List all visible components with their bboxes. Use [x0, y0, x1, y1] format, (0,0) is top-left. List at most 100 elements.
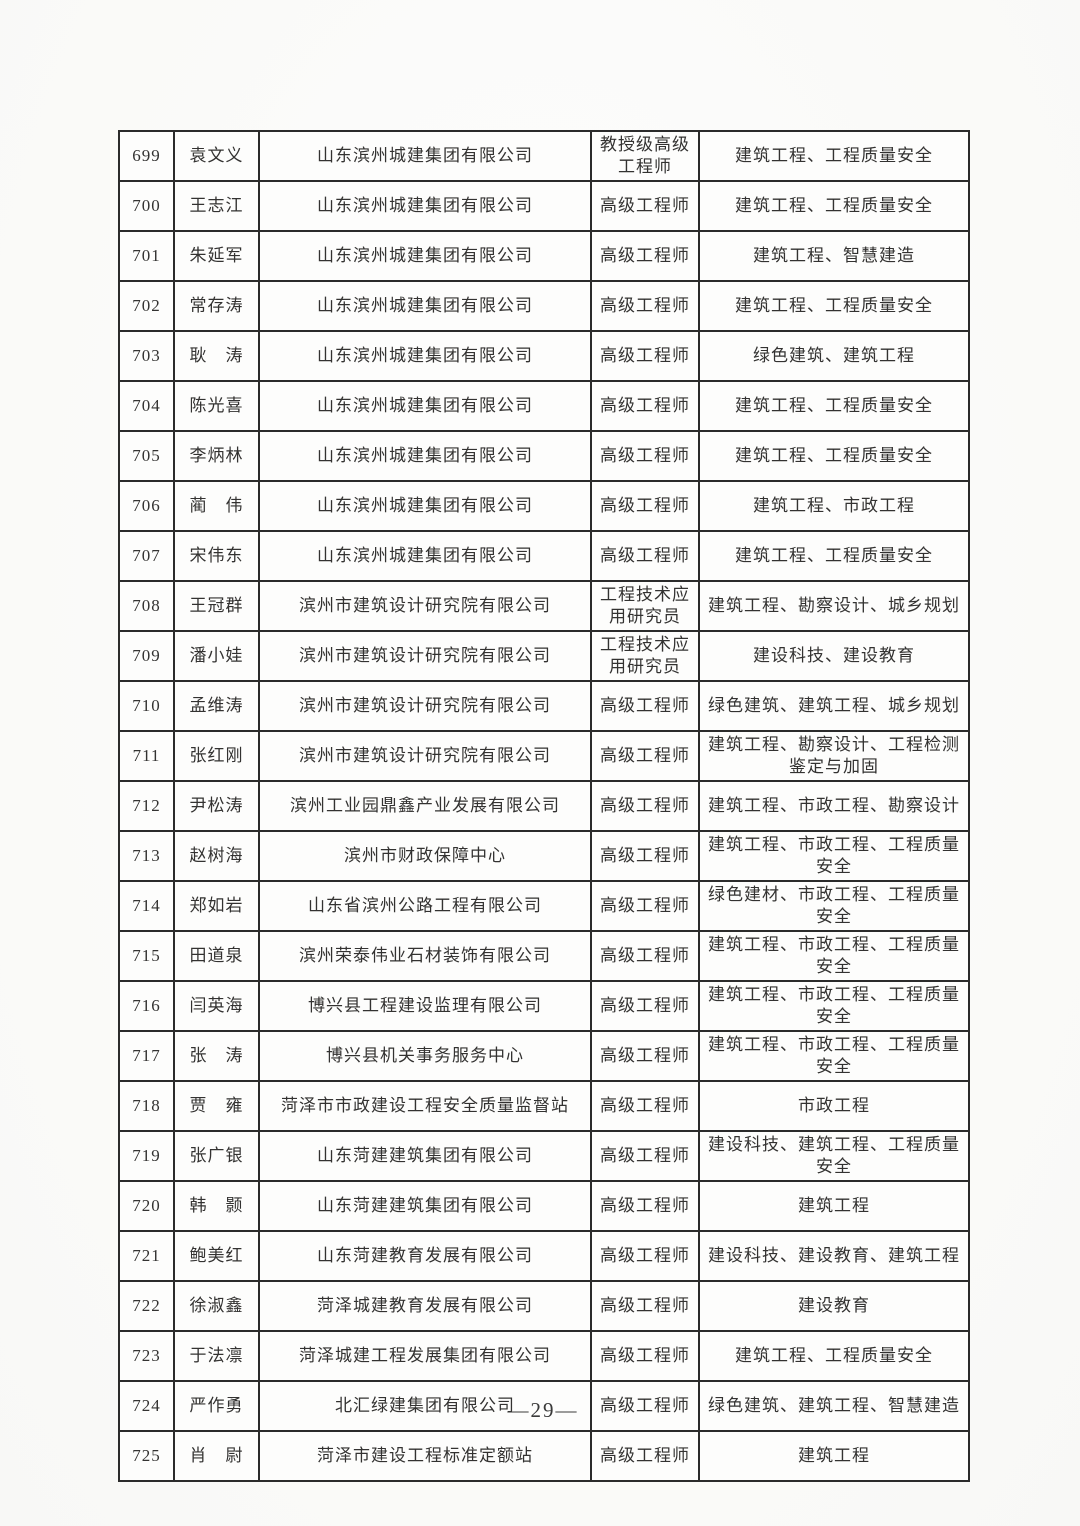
specialty-cell: 建筑工程、市政工程、工程质量安全 [698, 980, 970, 1032]
row-number-cell: 708 [118, 580, 175, 632]
title-cell: 教授级高级工程师 [590, 130, 700, 182]
row-number-cell: 706 [118, 480, 175, 532]
name-cell: 陈光喜 [173, 380, 260, 432]
table-row: 723 于法凛 菏泽城建工程发展集团有限公司 高级工程师 建筑工程、工程质量安全 [118, 1330, 970, 1382]
specialty-cell: 建筑工程、工程质量安全 [698, 180, 970, 232]
specialty-cell: 建筑工程、工程质量安全 [698, 430, 970, 482]
name-cell: 常存涛 [173, 280, 260, 332]
name-cell: 李炳林 [173, 430, 260, 482]
title-cell: 高级工程师 [590, 1080, 700, 1132]
company-cell: 菏泽市市政建设工程安全质量监督站 [258, 1080, 592, 1132]
table-row: 706 蔺 伟 山东滨州城建集团有限公司 高级工程师 建筑工程、市政工程 [118, 480, 970, 532]
row-number-cell: 709 [118, 630, 175, 682]
company-cell: 山东滨州城建集团有限公司 [258, 480, 592, 532]
personnel-table-body: 699 袁文义 山东滨州城建集团有限公司 教授级高级工程师 建筑工程、工程质量安… [118, 130, 970, 1482]
name-cell: 朱延军 [173, 230, 260, 282]
table-row: 712 尹松涛 滨州工业园鼎鑫产业发展有限公司 高级工程师 建筑工程、市政工程、… [118, 780, 970, 832]
company-cell: 滨州市财政保障中心 [258, 830, 592, 882]
title-cell: 高级工程师 [590, 280, 700, 332]
company-cell: 山东滨州城建集团有限公司 [258, 130, 592, 182]
title-cell: 高级工程师 [590, 430, 700, 482]
company-cell: 滨州工业园鼎鑫产业发展有限公司 [258, 780, 592, 832]
company-cell: 山东滨州城建集团有限公司 [258, 180, 592, 232]
title-cell: 高级工程师 [590, 830, 700, 882]
name-cell: 蔺 伟 [173, 480, 260, 532]
personnel-table: 699 袁文义 山东滨州城建集团有限公司 教授级高级工程师 建筑工程、工程质量安… [118, 130, 970, 1482]
company-cell: 山东滨州城建集团有限公司 [258, 230, 592, 282]
specialty-cell: 建筑工程、市政工程、勘察设计 [698, 780, 970, 832]
name-cell: 孟维涛 [173, 680, 260, 732]
row-number-cell: 715 [118, 930, 175, 982]
row-number-cell: 725 [118, 1430, 175, 1482]
row-number-cell: 701 [118, 230, 175, 282]
row-number-cell: 716 [118, 980, 175, 1032]
table-row: 713 赵树海 滨州市财政保障中心 高级工程师 建筑工程、市政工程、工程质量安全 [118, 830, 970, 882]
specialty-cell: 建筑工程、工程质量安全 [698, 380, 970, 432]
table-row: 700 王志江 山东滨州城建集团有限公司 高级工程师 建筑工程、工程质量安全 [118, 180, 970, 232]
row-number-cell: 723 [118, 1330, 175, 1382]
specialty-cell: 建设教育 [698, 1280, 970, 1332]
title-cell: 高级工程师 [590, 1330, 700, 1382]
table-row: 720 韩 颢 山东菏建建筑集团有限公司 高级工程师 建筑工程 [118, 1180, 970, 1232]
title-cell: 高级工程师 [590, 1230, 700, 1282]
title-cell: 高级工程师 [590, 1130, 700, 1182]
specialty-cell: 建筑工程、市政工程、工程质量安全 [698, 1030, 970, 1082]
company-cell: 山东菏建教育发展有限公司 [258, 1230, 592, 1282]
row-number-cell: 713 [118, 830, 175, 882]
row-number-cell: 704 [118, 380, 175, 432]
name-cell: 赵树海 [173, 830, 260, 882]
specialty-cell: 建筑工程、智慧建造 [698, 230, 970, 282]
title-cell: 高级工程师 [590, 930, 700, 982]
company-cell: 山东菏建建筑集团有限公司 [258, 1130, 592, 1182]
row-number-cell: 703 [118, 330, 175, 382]
name-cell: 张红刚 [173, 730, 260, 782]
table-row: 704 陈光喜 山东滨州城建集团有限公司 高级工程师 建筑工程、工程质量安全 [118, 380, 970, 432]
company-cell: 山东滨州城建集团有限公司 [258, 330, 592, 382]
name-cell: 田道泉 [173, 930, 260, 982]
specialty-cell: 建筑工程 [698, 1180, 970, 1232]
name-cell: 严作勇 [173, 1380, 260, 1432]
specialty-cell: 建筑工程、市政工程、工程质量安全 [698, 830, 970, 882]
title-cell: 高级工程师 [590, 880, 700, 932]
row-number-cell: 724 [118, 1380, 175, 1432]
title-cell: 高级工程师 [590, 1280, 700, 1332]
company-cell: 菏泽城建教育发展有限公司 [258, 1280, 592, 1332]
row-number-cell: 714 [118, 880, 175, 932]
title-cell: 高级工程师 [590, 230, 700, 282]
row-number-cell: 700 [118, 180, 175, 232]
name-cell: 郑如岩 [173, 880, 260, 932]
row-number-cell: 711 [118, 730, 175, 782]
specialty-cell: 绿色建筑、建筑工程、城乡规划 [698, 680, 970, 732]
table-row: 701 朱延军 山东滨州城建集团有限公司 高级工程师 建筑工程、智慧建造 [118, 230, 970, 282]
specialty-cell: 建筑工程、市政工程 [698, 480, 970, 532]
table-row: 714 郑如岩 山东省滨州公路工程有限公司 高级工程师 绿色建材、市政工程、工程… [118, 880, 970, 932]
table-row: 707 宋伟东 山东滨州城建集团有限公司 高级工程师 建筑工程、工程质量安全 [118, 530, 970, 582]
table-row: 718 贾 雍 菏泽市市政建设工程安全质量监督站 高级工程师 市政工程 [118, 1080, 970, 1132]
title-cell: 高级工程师 [590, 1180, 700, 1232]
name-cell: 张 涛 [173, 1030, 260, 1082]
specialty-cell: 绿色建筑、建筑工程 [698, 330, 970, 382]
company-cell: 博兴县机关事务服务中心 [258, 1030, 592, 1082]
name-cell: 王冠群 [173, 580, 260, 632]
title-cell: 工程技术应用研究员 [590, 580, 700, 632]
company-cell: 菏泽城建工程发展集团有限公司 [258, 1330, 592, 1382]
company-cell: 山东菏建建筑集团有限公司 [258, 1180, 592, 1232]
name-cell: 韩 颢 [173, 1180, 260, 1232]
specialty-cell: 建设科技、建筑工程、工程质量安全 [698, 1130, 970, 1182]
title-cell: 高级工程师 [590, 180, 700, 232]
row-number-cell: 717 [118, 1030, 175, 1082]
table-row: 702 常存涛 山东滨州城建集团有限公司 高级工程师 建筑工程、工程质量安全 [118, 280, 970, 332]
row-number-cell: 705 [118, 430, 175, 482]
specialty-cell: 建筑工程、工程质量安全 [698, 530, 970, 582]
company-cell: 博兴县工程建设监理有限公司 [258, 980, 592, 1032]
title-cell: 工程技术应用研究员 [590, 630, 700, 682]
row-number-cell: 718 [118, 1080, 175, 1132]
title-cell: 高级工程师 [590, 330, 700, 382]
row-number-cell: 722 [118, 1280, 175, 1332]
name-cell: 潘小娃 [173, 630, 260, 682]
company-cell: 山东省滨州公路工程有限公司 [258, 880, 592, 932]
table-row: 722 徐淑鑫 菏泽城建教育发展有限公司 高级工程师 建设教育 [118, 1280, 970, 1332]
title-cell: 高级工程师 [590, 530, 700, 582]
row-number-cell: 721 [118, 1230, 175, 1282]
company-cell: 滨州市建筑设计研究院有限公司 [258, 730, 592, 782]
